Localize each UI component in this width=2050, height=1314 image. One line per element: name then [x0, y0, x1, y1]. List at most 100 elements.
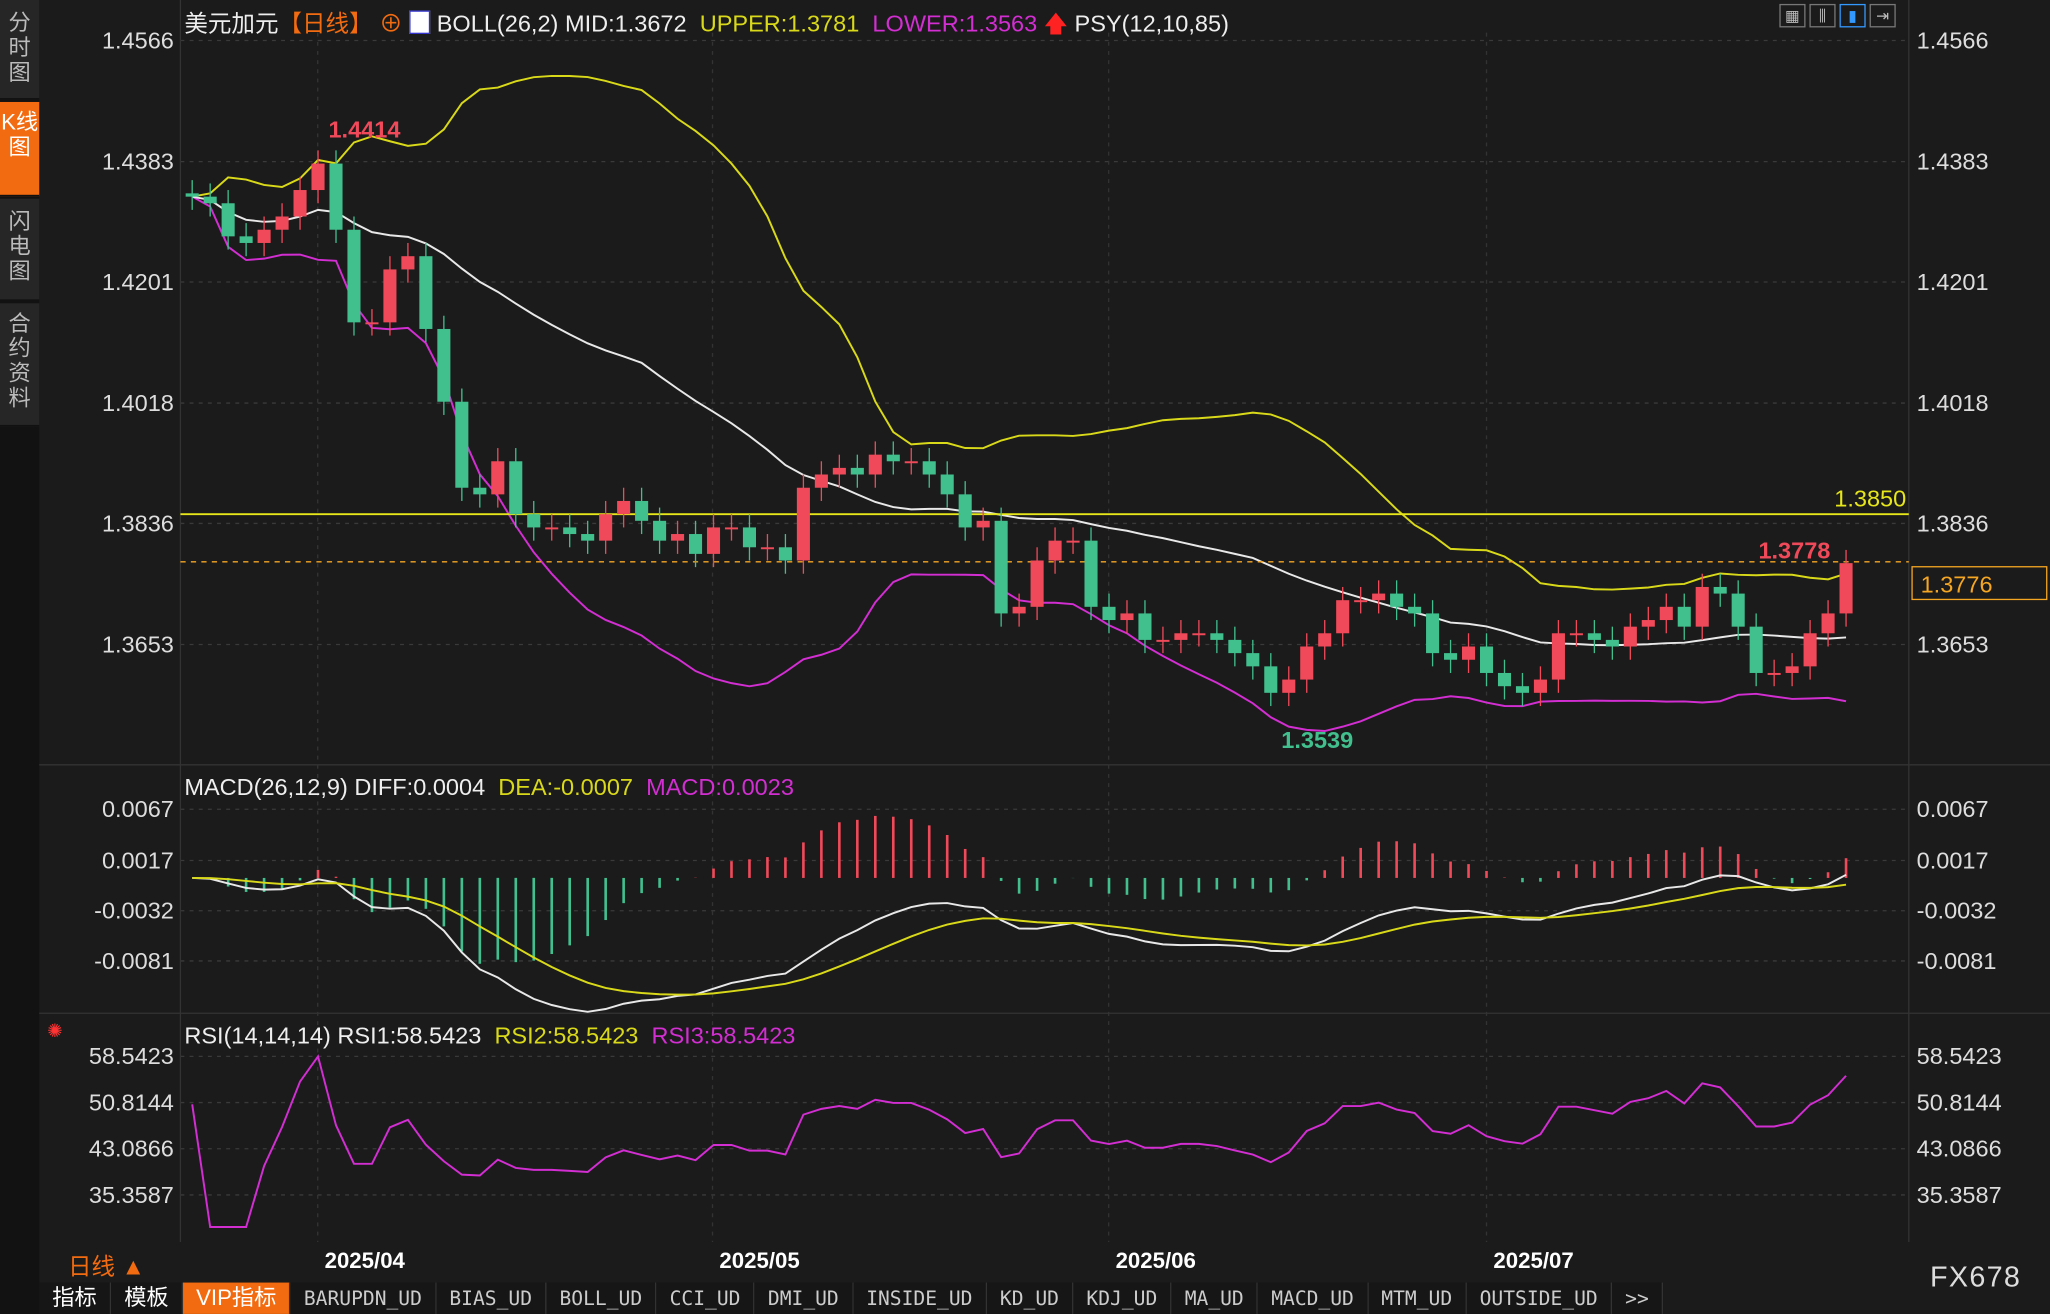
- macd-title: MACD(26,12,9): [184, 773, 348, 801]
- candle: [545, 527, 559, 530]
- period-name: 【日线】: [278, 10, 373, 37]
- current-price-tag: 1.3776: [1911, 566, 2048, 601]
- candle: [1030, 560, 1044, 607]
- candle: [599, 514, 613, 541]
- candle: [922, 461, 936, 475]
- candle: [1246, 653, 1260, 667]
- tab-vip-[interactable]: VIP指标: [183, 1282, 291, 1314]
- candle: [563, 527, 577, 535]
- candle: [904, 461, 918, 464]
- tab-barupdn-ud[interactable]: BARUPDN_UD: [290, 1282, 437, 1314]
- axis-label-right: 0.0067: [1917, 796, 1989, 822]
- low-label: 1.3539: [1281, 727, 1353, 753]
- axis-label-left: -0.0081: [94, 948, 174, 974]
- rsi-header: RSI(14,14,14) RSI1:58.5423 RSI2:58.5423 …: [184, 1022, 795, 1049]
- tab-dmi-ud[interactable]: DMI_UD: [754, 1282, 854, 1314]
- macd-header: MACD(26,12,9) DIFF:0.0004 DEA:-0.0007 MA…: [184, 774, 794, 801]
- axis-label-left: 1.4018: [102, 390, 174, 416]
- boll-mid: MID:1.3672: [564, 10, 687, 37]
- axis-label-left: 1.4566: [102, 27, 174, 53]
- x-tick-label: 2025/04: [325, 1248, 406, 1273]
- candle: [527, 514, 541, 528]
- axis-label-right: 1.4201: [1917, 269, 1989, 295]
- tab-boll-ud[interactable]: BOLL_UD: [546, 1282, 657, 1314]
- x-tick-label: 2025/07: [1493, 1248, 1573, 1273]
- candle: [886, 454, 900, 462]
- rsi-title: RSI(14,14,14): [184, 1022, 331, 1049]
- axis-label-left: 0.0017: [102, 847, 174, 873]
- tab-macd-ud[interactable]: MACD_UD: [1258, 1282, 1369, 1314]
- boll-upper-line: [192, 74, 1847, 591]
- rsi-line: [191, 1054, 1847, 1228]
- add-icon[interactable]: ⊕: [379, 10, 403, 37]
- candle: [1300, 646, 1314, 680]
- candle: [850, 467, 864, 475]
- indicator-icon[interactable]: [409, 10, 431, 34]
- arrow-up-icon[interactable]: 🡅: [1043, 10, 1069, 37]
- candle: [509, 461, 523, 515]
- candle: [1515, 686, 1530, 693]
- tab-cci-ud[interactable]: CCI_UD: [656, 1282, 755, 1314]
- sidebar-item-flash[interactable]: 闪电图: [0, 198, 40, 301]
- tab--[interactable]: 指标: [39, 1282, 112, 1314]
- sidebar-item-kline[interactable]: K线图: [0, 101, 40, 197]
- axis-label-right: 1.4018: [1917, 390, 1989, 416]
- tab--[interactable]: 模板: [111, 1282, 184, 1314]
- candle: [1821, 613, 1835, 634]
- candle: [1462, 646, 1476, 660]
- tab-mtm-ud[interactable]: MTM_UD: [1368, 1282, 1467, 1314]
- sidebar-item-contract[interactable]: 合约资料: [0, 303, 40, 427]
- toolbar-icons: ▦ ⫼ ▮ ⇥: [1779, 3, 1896, 28]
- tab-inside-ud[interactable]: INSIDE_UD: [853, 1282, 987, 1314]
- axis-label-left: 43.0866: [89, 1136, 174, 1162]
- axis-label-right: -0.0032: [1917, 898, 1997, 924]
- candle: [1677, 606, 1691, 627]
- tab-kdj-ud[interactable]: KDJ_UD: [1073, 1282, 1172, 1314]
- candle: [1749, 626, 1763, 673]
- rsi2: RSI2:58.5423: [494, 1022, 639, 1049]
- axis-label-left: 1.4201: [102, 269, 174, 295]
- x-tick-label: 2025/05: [719, 1248, 799, 1273]
- axis-label-left: 0.0067: [102, 796, 174, 822]
- tab--[interactable]: >>: [1612, 1282, 1664, 1314]
- candle: [185, 193, 199, 197]
- tab-outside-ud[interactable]: OUTSIDE_UD: [1466, 1282, 1613, 1314]
- candle: [814, 474, 828, 488]
- settings-icon[interactable]: ✺: [47, 1019, 63, 1041]
- candle: [653, 520, 667, 541]
- grid-icon[interactable]: ▦: [1779, 3, 1806, 28]
- candle: [760, 547, 774, 550]
- candle-icon[interactable]: ▮: [1839, 3, 1866, 28]
- symbol-name: 美元加元: [184, 10, 279, 37]
- candle: [1210, 633, 1224, 640]
- candle: [1497, 672, 1512, 687]
- tab-ma-ud[interactable]: MA_UD: [1171, 1282, 1259, 1314]
- candle: [688, 534, 703, 554]
- axis-label-left: 58.5423: [89, 1043, 174, 1069]
- candle: [1390, 593, 1404, 607]
- axis-label-right: 1.4566: [1917, 27, 1989, 53]
- candle: [455, 401, 469, 488]
- candle: [796, 487, 810, 561]
- axis-label-right: 1.3653: [1917, 631, 1989, 657]
- candle: [1767, 672, 1781, 675]
- export-icon[interactable]: ⇥: [1869, 3, 1896, 28]
- indicator-tabs: 指标 模板 VIP指标 BARUPDN_UD BIAS_UD BOLL_UD CCI_UD D…: [39, 1282, 1664, 1314]
- tab-kd-ud[interactable]: KD_UD: [986, 1282, 1074, 1314]
- tab-bias-ud[interactable]: BIAS_UD: [436, 1282, 547, 1314]
- candle: [1426, 613, 1440, 654]
- candle: [1785, 666, 1799, 673]
- period-selector[interactable]: 日线 ▲: [67, 1253, 145, 1280]
- last-high-label: 1.3778: [1758, 537, 1830, 563]
- sidebar-item-timeshare[interactable]: 分时图: [0, 0, 40, 100]
- candle: [1479, 646, 1494, 673]
- axis-label-left: 50.8144: [89, 1089, 174, 1115]
- candle: [1264, 666, 1278, 693]
- sidebar: 分时图 K线图 闪电图 合约资料: [0, 0, 40, 1314]
- axis-label-right: 1.4383: [1917, 148, 1989, 174]
- candle: [1354, 600, 1368, 603]
- chart-icon[interactable]: ⫼: [1809, 3, 1836, 28]
- candle: [1695, 586, 1709, 627]
- psy-label: PSY(12,10,85): [1074, 10, 1229, 37]
